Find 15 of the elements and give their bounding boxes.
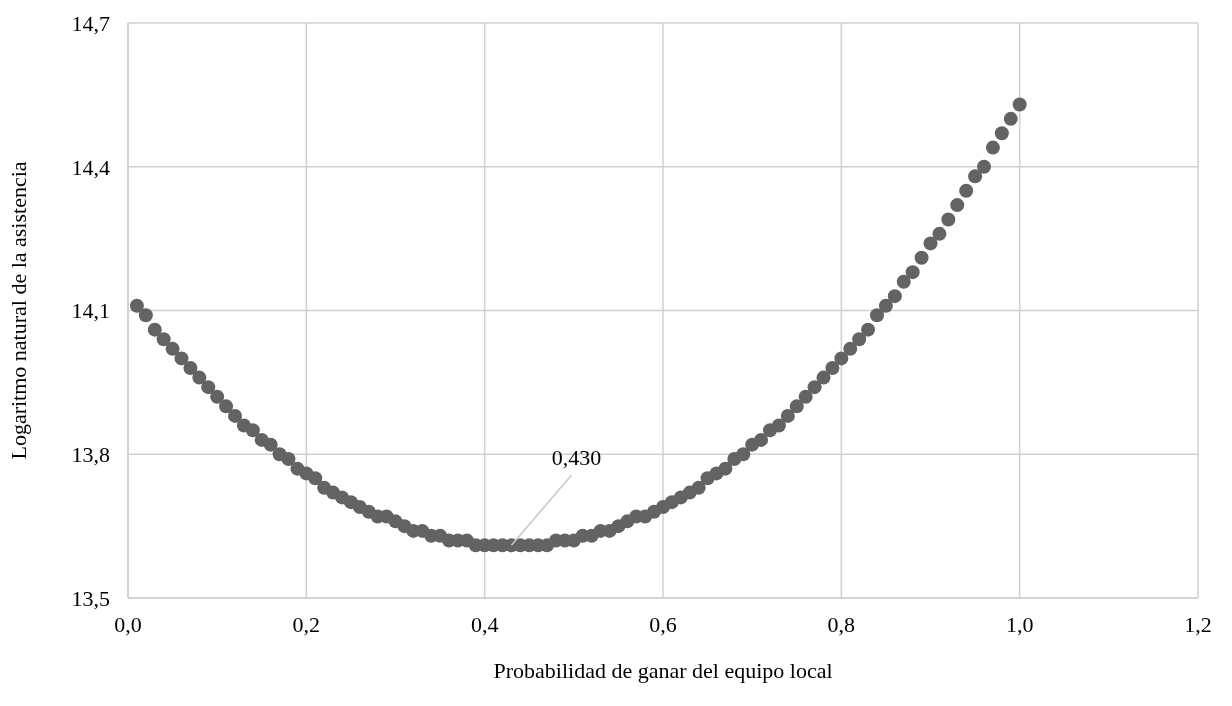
y-tick-label: 13,5 bbox=[71, 585, 110, 611]
x-tick-label: 0,0 bbox=[114, 611, 142, 637]
x-tick-label: 0,4 bbox=[470, 611, 499, 637]
y-axis-title: Logaritmo natural de la asistencia bbox=[5, 161, 31, 460]
y-tick-label: 13,8 bbox=[71, 442, 110, 468]
x-axis-title: Probabilidad de ganar del equipo local bbox=[493, 658, 833, 683]
y-tick-label: 14,7 bbox=[71, 10, 110, 36]
x-tick-label: 0,6 bbox=[649, 611, 677, 637]
x-tick-label: 0,2 bbox=[292, 611, 321, 637]
y-tick-label: 14,1 bbox=[71, 298, 110, 324]
x-tick-label: 1,2 bbox=[1184, 611, 1212, 637]
y-tick-label: 14,4 bbox=[71, 154, 110, 180]
x-tick-label: 1,0 bbox=[1005, 611, 1034, 637]
x-tick-label: 0,8 bbox=[827, 611, 856, 637]
annotation: 0,430 bbox=[551, 445, 602, 471]
